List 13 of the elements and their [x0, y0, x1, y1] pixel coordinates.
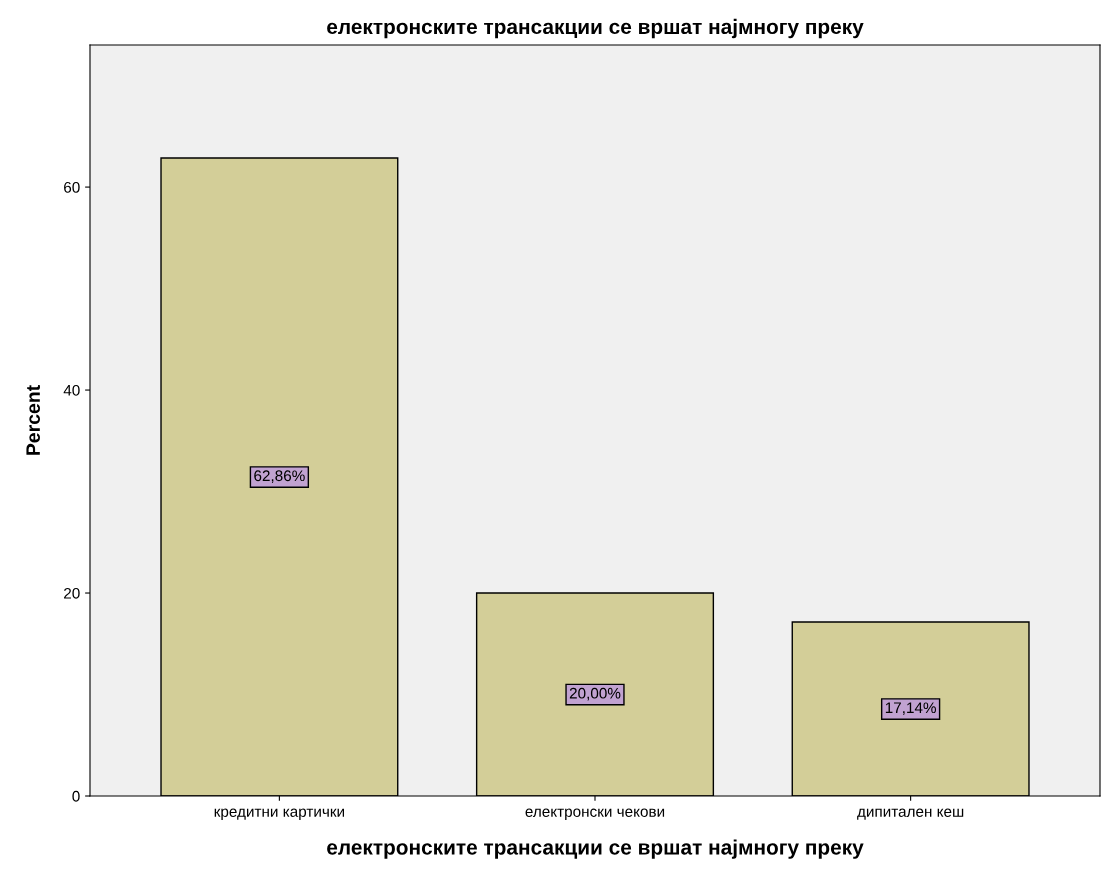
data-label: 17,14% — [885, 702, 936, 715]
y-tick-label: 20 — [64, 587, 80, 599]
y-tick-label: 40 — [63, 384, 80, 396]
y-axis-title: Percent — [26, 385, 40, 455]
y-tick-label: 60 — [64, 181, 80, 193]
x-tick-label: електронски чекови — [525, 808, 665, 820]
data-label: 20,00% — [569, 687, 621, 701]
x-tick-label: дипитален кеш — [857, 808, 964, 820]
data-label: 62,86% — [254, 470, 305, 483]
x-axis-title: електронските трансакции се вршат најмногу преку — [327, 839, 864, 859]
y-tick-label: 0 — [72, 790, 80, 802]
x-tick-label: кредитни картички — [214, 808, 345, 820]
chart-title: електронските трансакции се вршат најмногу преку — [327, 18, 864, 39]
